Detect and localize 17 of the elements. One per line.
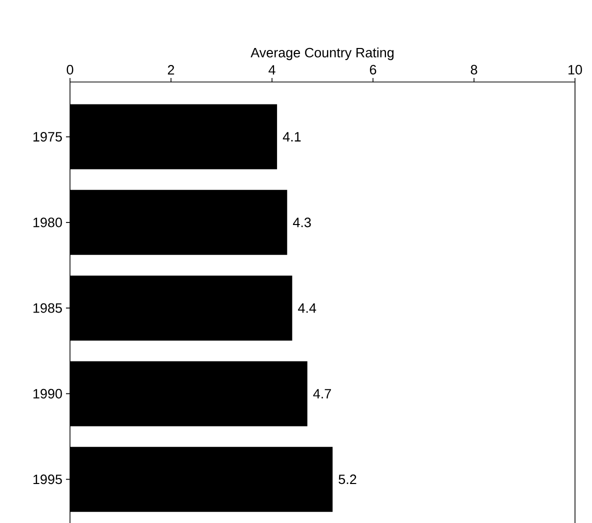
x-tick-label: 8 (470, 64, 478, 74)
x-tick-label: 0 (66, 64, 74, 74)
x-axis-title: Average Country Rating (250, 47, 394, 60)
y-tick-label: 1995 (33, 474, 62, 484)
data-label: 4.7 (313, 389, 331, 398)
y-tick-label: 1975 (33, 132, 62, 142)
x-tick-label: 6 (370, 64, 376, 74)
data-label: 4.4 (298, 303, 316, 313)
x-tick-label: 4 (268, 65, 276, 74)
x-tick-label: 10 (568, 64, 582, 74)
data-label: 4.3 (292, 218, 311, 228)
y-tick-label: 1990 (33, 388, 62, 398)
x-tick-label: 2 (168, 65, 174, 74)
data-label: 4.1 (282, 132, 301, 142)
y-tick-label: 1985 (33, 303, 62, 313)
y-tick-label: 1980 (33, 218, 62, 228)
data-label: 5.2 (338, 474, 356, 484)
